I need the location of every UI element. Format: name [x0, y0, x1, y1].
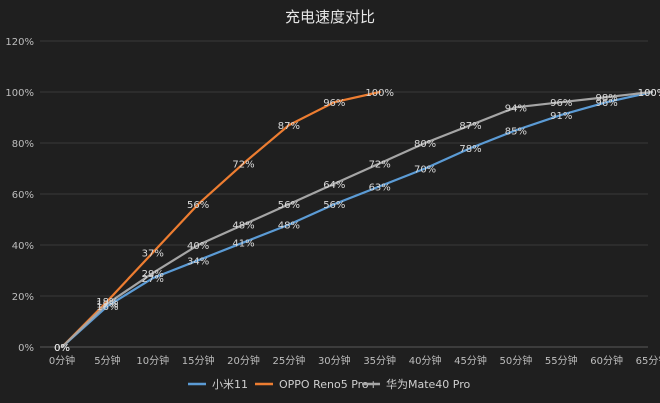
y-tick-label: 120%	[5, 37, 34, 48]
data-labels: 0% 16% 27% 34% 41% 48% 56% 63% 70% 78% 85% 91% 96% 10…	[54, 88, 660, 354]
x-tick-label: 60分钟	[590, 354, 623, 367]
y-tick-label: 60%	[12, 190, 34, 201]
x-tick-label: 25分钟	[273, 354, 306, 367]
x-tick-label: 0分钟	[49, 354, 75, 367]
y-tick-label: 20%	[12, 292, 34, 303]
y-tick-label: 80%	[12, 139, 34, 150]
data-label: 56%	[278, 200, 300, 211]
data-label: 85%	[505, 126, 527, 137]
data-label: 70%	[414, 165, 436, 176]
data-label: 0%	[54, 343, 70, 354]
legend-label: OPPO Reno5 Pro+	[279, 378, 378, 391]
x-tick-label: 20分钟	[227, 354, 260, 367]
data-label: 87%	[278, 121, 300, 132]
x-tick-label: 50分钟	[499, 354, 532, 367]
x-tick-label: 55分钟	[545, 354, 578, 367]
legend-label: 华为Mate40 Pro	[386, 377, 471, 391]
data-label: 48%	[232, 221, 254, 232]
data-label: 91%	[550, 111, 572, 122]
y-tick-label: 0%	[18, 343, 34, 354]
data-label: 29%	[142, 269, 164, 280]
grid-lines	[40, 40, 648, 348]
series-lines	[60, 90, 654, 349]
data-label: 80%	[414, 139, 436, 150]
data-label: 96%	[595, 98, 617, 109]
data-label: 16%	[96, 302, 118, 313]
data-label: 98%	[595, 93, 617, 104]
chart-title: 充电速度对比	[285, 8, 375, 26]
x-tick-label: 35分钟	[363, 354, 396, 367]
data-label: 56%	[187, 200, 209, 211]
data-label: 96%	[323, 98, 345, 109]
x-tick-label: 45分钟	[454, 354, 487, 367]
data-label: 64%	[323, 180, 345, 191]
data-label: 78%	[459, 144, 481, 155]
x-tick-label: 40分钟	[409, 354, 442, 367]
data-label: 27%	[142, 274, 164, 285]
data-label: 48%	[278, 221, 300, 232]
x-tick-label: 5分钟	[94, 354, 120, 367]
x-tick-label: 30分钟	[318, 354, 351, 367]
series-line	[60, 90, 654, 349]
data-label: 41%	[232, 238, 254, 249]
legend: 小米11 OPPO Reno5 Pro+ 华为Mate40 Pro	[188, 377, 471, 391]
data-label: 96%	[550, 98, 572, 109]
data-label: 100%	[638, 88, 660, 99]
y-tick-label: 40%	[12, 241, 34, 252]
x-tick-label: 65分钟	[636, 354, 660, 367]
data-label: 100%	[638, 88, 660, 99]
data-label: 72%	[369, 159, 391, 170]
x-tick-label: 10分钟	[136, 354, 169, 367]
legend-label: 小米11	[212, 378, 248, 391]
data-label: 18%	[96, 297, 118, 308]
data-label: 63%	[369, 182, 391, 193]
data-label: 56%	[323, 200, 345, 211]
data-label: 87%	[459, 121, 481, 132]
x-axis-ticks: 0分钟 5分钟 10分钟 15分钟 20分钟 25分钟 30分钟 35分钟 40分钟 45分钟 50…	[49, 354, 660, 367]
y-tick-label: 100%	[5, 88, 34, 99]
x-tick-label: 15分钟	[182, 354, 215, 367]
series-line	[60, 90, 381, 349]
data-label: 0%	[54, 343, 70, 354]
data-label: 100%	[365, 88, 394, 99]
data-label: 34%	[187, 256, 209, 267]
data-label: 37%	[142, 249, 164, 260]
series-line	[60, 90, 654, 349]
data-label: 0%	[54, 343, 70, 354]
data-label: 94%	[505, 103, 527, 114]
data-label: 17%	[96, 300, 118, 311]
y-axis-ticks: 0% 20% 40% 60% 80% 100% 120%	[5, 37, 34, 354]
data-label: 72%	[232, 159, 254, 170]
data-label: 40%	[187, 241, 209, 252]
